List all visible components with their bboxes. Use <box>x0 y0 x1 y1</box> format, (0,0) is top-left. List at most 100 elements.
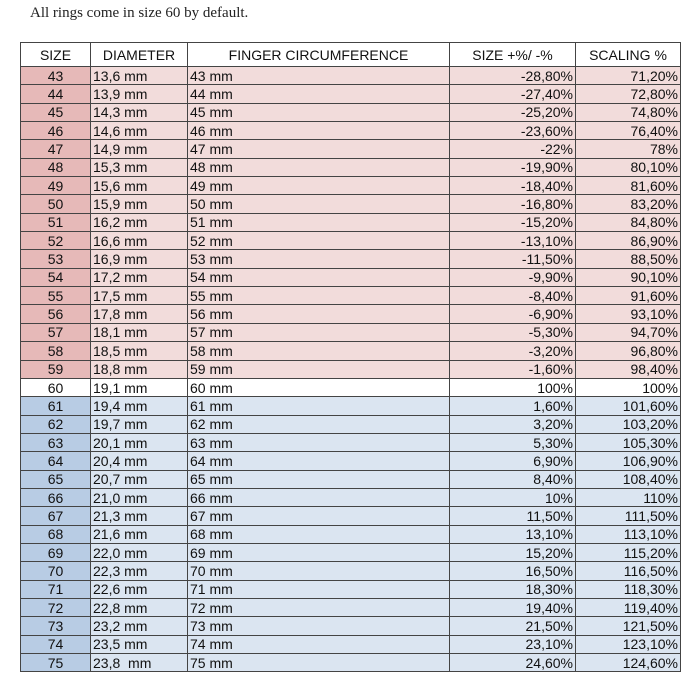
table-cell: 119,40% <box>575 597 681 618</box>
table-cell: -5,30% <box>449 322 576 343</box>
intro-text: All rings come in size 60 by default. <box>30 5 249 21</box>
table-cell: 23,8 mm <box>90 652 188 673</box>
table-cell: 22,8 mm <box>90 597 188 618</box>
table-cell: 57 mm <box>187 322 450 343</box>
table-cell: 20,7 mm <box>90 469 188 489</box>
table-cell: -27,40% <box>449 84 576 104</box>
table-cell: 72 <box>20 597 91 618</box>
table-cell: 59 mm <box>187 359 450 379</box>
table-cell: 48 mm <box>187 157 450 178</box>
table-cell: 65 mm <box>187 469 450 489</box>
table-cell: 56 <box>20 304 91 324</box>
table-cell: -22% <box>449 139 576 159</box>
table-cell: 43 mm <box>187 65 450 86</box>
table-cell: 17,5 mm <box>90 286 188 306</box>
table-cell: 21,6 mm <box>90 524 188 544</box>
table-cell: 88,50% <box>575 249 681 269</box>
table-cell: 23,5 mm <box>90 634 188 655</box>
table-cell: -6,90% <box>449 304 576 324</box>
table-row: 52 16,6 mm 52 mm -13,10% 86,90% <box>20 231 681 251</box>
table-cell: 15,9 mm <box>90 194 188 214</box>
table-cell: -3,20% <box>449 341 576 361</box>
table-row: 47 14,9 mm 47 mm -22% 78% <box>20 139 681 159</box>
table-cell: 121,50% <box>575 616 681 636</box>
table-cell: 69 mm <box>187 542 450 563</box>
table-cell: 21,3 mm <box>90 506 188 526</box>
table-cell: 24,60% <box>449 652 576 673</box>
table-cell: -13,10% <box>449 231 576 251</box>
table-row: 62 19,7 mm 62 mm 3,20% 103,20% <box>20 414 681 434</box>
table-cell: 53 mm <box>187 249 450 269</box>
table-cell: 115,20% <box>575 542 681 563</box>
table-cell: 22,3 mm <box>90 561 188 581</box>
table-cell: 103,20% <box>575 414 681 434</box>
table-cell: 70 <box>20 561 91 581</box>
table-cell: 73 <box>20 616 91 636</box>
table-cell: 71,20% <box>575 65 681 86</box>
table-cell: -9,90% <box>449 267 576 288</box>
table-row: 54 17,2 mm 54 mm -9,90% 90,10% <box>20 267 681 288</box>
table-cell: 22,6 mm <box>90 579 188 599</box>
table-cell: 56 mm <box>187 304 450 324</box>
table-cell: -19,90% <box>449 157 576 178</box>
column-header: SCALING % <box>575 42 681 67</box>
table-cell: 13,9 mm <box>90 84 188 104</box>
table-cell: 45 mm <box>187 102 450 123</box>
table-cell: 55 mm <box>187 286 450 306</box>
table-cell: -25,20% <box>449 102 576 123</box>
table-cell: 62 <box>20 414 91 434</box>
header-row: SIZE DIAMETER FINGER CIRCUMFERENCE SIZE +%/… <box>20 42 681 67</box>
table-row: 71 22,6 mm 71 mm 18,30% 118,30% <box>20 579 681 599</box>
table-cell: 68 <box>20 524 91 544</box>
table-cell: 8,40% <box>449 469 576 489</box>
table-cell: 94,70% <box>575 322 681 343</box>
table-cell: 51 mm <box>187 212 450 233</box>
table-cell: 67 <box>20 506 91 526</box>
table-cell: 58 mm <box>187 341 450 361</box>
table-cell: 84,80% <box>575 212 681 233</box>
table-cell: 15,6 mm <box>90 176 188 196</box>
table-cell: 17,2 mm <box>90 267 188 288</box>
table-cell: 50 <box>20 194 91 214</box>
table-cell: 69 <box>20 542 91 563</box>
table-cell: 70 mm <box>187 561 450 581</box>
table-cell: 52 <box>20 231 91 251</box>
table-cell: 101,60% <box>575 396 681 416</box>
table-cell: 47 mm <box>187 139 450 159</box>
table-cell: 1,60% <box>449 396 576 416</box>
table-cell: 66 <box>20 487 91 508</box>
table-cell: 75 mm <box>187 652 450 673</box>
table-cell: 11,50% <box>449 506 576 526</box>
table-cell: 111,50% <box>575 506 681 526</box>
table-cell: -1,60% <box>449 359 576 379</box>
table-cell: 76,40% <box>575 121 681 141</box>
table-cell: 19,4 mm <box>90 396 188 416</box>
table-cell: 43 <box>20 65 91 86</box>
table-row: 55 17,5 mm 55 mm -8,40% 91,60% <box>20 286 681 306</box>
table-cell: 113,10% <box>575 524 681 544</box>
table-cell: 22,0 mm <box>90 542 188 563</box>
table-row: 72 22,8 mm 72 mm 19,40% 119,40% <box>20 597 681 618</box>
table-cell: 90,10% <box>575 267 681 288</box>
table-cell: 45 <box>20 102 91 123</box>
table-cell: -11,50% <box>449 249 576 269</box>
table-cell: 17,8 mm <box>90 304 188 324</box>
table-cell: 50 mm <box>187 194 450 214</box>
table-cell: 16,50% <box>449 561 576 581</box>
table-cell: 60 <box>20 377 91 398</box>
table-cell: 16,2 mm <box>90 212 188 233</box>
table-cell: 46 mm <box>187 121 450 141</box>
table-cell: 49 <box>20 176 91 196</box>
table-row: 59 18,8 mm 59 mm -1,60% 98,40% <box>20 359 681 379</box>
table-row: 69 22,0 mm 69 mm 15,20% 115,20% <box>20 542 681 563</box>
table-cell: 19,1 mm <box>90 377 188 398</box>
table-cell: 21,50% <box>449 616 576 636</box>
table-row: 64 20,4 mm 64 mm 6,90% 106,90% <box>20 451 681 471</box>
table-cell: 63 mm <box>187 432 450 453</box>
table-cell: 18,30% <box>449 579 576 599</box>
column-header: SIZE <box>20 42 91 67</box>
size-table: SIZE DIAMETER FINGER CIRCUMFERENCE SIZE +%/… <box>20 42 681 673</box>
table-cell: -18,40% <box>449 176 576 196</box>
table-cell: 74,80% <box>575 102 681 123</box>
